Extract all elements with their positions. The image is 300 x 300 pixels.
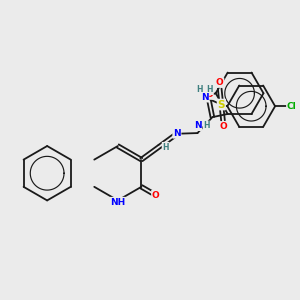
- Text: N: N: [173, 129, 181, 138]
- Text: Cl: Cl: [287, 102, 297, 111]
- Text: N: N: [201, 93, 208, 102]
- Text: O: O: [219, 122, 227, 131]
- Text: H: H: [196, 85, 203, 94]
- Text: H: H: [203, 121, 210, 130]
- Text: H: H: [206, 85, 213, 94]
- Text: O: O: [205, 90, 213, 99]
- Text: O: O: [216, 78, 224, 87]
- Text: S: S: [218, 100, 225, 110]
- Text: O: O: [152, 190, 160, 200]
- Text: NH: NH: [110, 198, 125, 207]
- Text: N: N: [194, 121, 201, 130]
- Text: H: H: [162, 142, 169, 152]
